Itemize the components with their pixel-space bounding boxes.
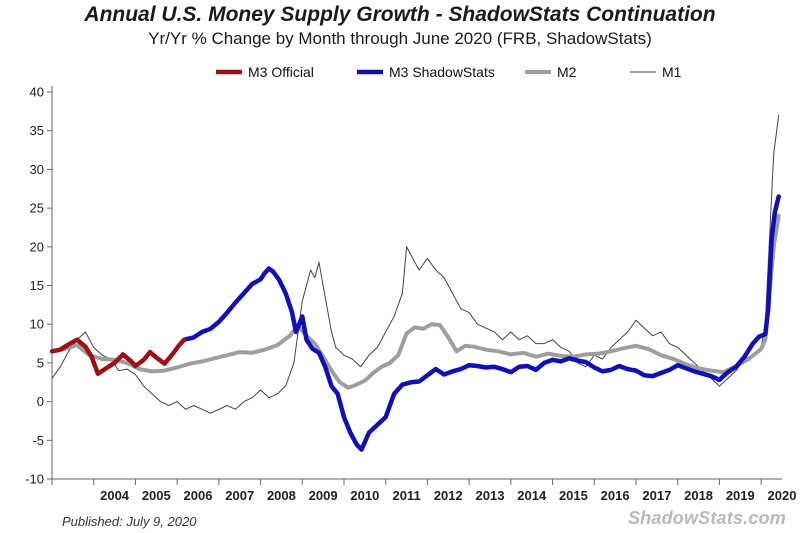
x-tick-label: 2017 <box>642 488 671 503</box>
y-tick-label: 30 <box>30 162 44 177</box>
y-tick-label: 15 <box>30 278 44 293</box>
series-line-m1 <box>51 114 780 414</box>
x-tick-label: 2009 <box>309 488 338 503</box>
series-line-m3-shadowstats <box>181 194 781 452</box>
x-tick-label: 2015 <box>559 488 588 503</box>
x-tick-label: 2008 <box>267 488 296 503</box>
legend-label-m3-official: M3 Official <box>248 64 314 80</box>
x-tick-label: 2013 <box>476 488 505 503</box>
watermark-logo: ShadowStats.com <box>627 508 786 528</box>
x-tick-label: 2010 <box>350 488 379 503</box>
x-tick-label: 2016 <box>601 488 630 503</box>
x-tick-label: 2018 <box>684 488 713 503</box>
x-tick-label: 2020 <box>768 488 797 503</box>
y-tick-label: -5 <box>32 433 44 448</box>
legend-label-m1: M1 <box>662 64 682 80</box>
y-tick-label: 5 <box>37 355 44 370</box>
y-tick-label: 25 <box>30 201 44 216</box>
x-tick-label: 2019 <box>726 488 755 503</box>
x-tick-label: 2012 <box>434 488 463 503</box>
published-note: Published: July 9, 2020 <box>62 514 197 529</box>
series-line-m3-official <box>49 337 187 376</box>
y-tick-label: -10 <box>25 472 44 487</box>
axes: -10 -5 0 5 10 15 20 25 30 35 40 2004 2005 2006 2007 200… <box>25 85 796 504</box>
chart-subtitle: Yr/Yr % Change by Month through June 202… <box>148 29 652 48</box>
legend-label-m3-shadowstats: M3 ShadowStats <box>389 64 495 80</box>
legend-label-m2: M2 <box>557 64 577 80</box>
x-tick-label: 2011 <box>392 488 420 503</box>
series-line-m2 <box>50 213 781 390</box>
legend: M3 Official M3 ShadowStats M2 M1 <box>216 64 682 80</box>
x-tick-label: 2014 <box>517 488 547 503</box>
x-tick-label: 2005 <box>142 488 171 503</box>
series-layer <box>49 114 781 452</box>
y-tick-label: 10 <box>30 317 44 332</box>
y-tick-label: 20 <box>30 239 44 254</box>
chart-title: Annual U.S. Money Supply Growth - Shadow… <box>84 3 716 26</box>
y-tick-label: 0 <box>37 394 44 409</box>
y-tick-label: 40 <box>30 85 44 100</box>
y-tick-label: 35 <box>30 123 44 138</box>
x-tick-label: 2007 <box>225 488 254 503</box>
x-tick-label: 2006 <box>184 488 213 503</box>
x-tick-label: 2004 <box>100 488 130 503</box>
